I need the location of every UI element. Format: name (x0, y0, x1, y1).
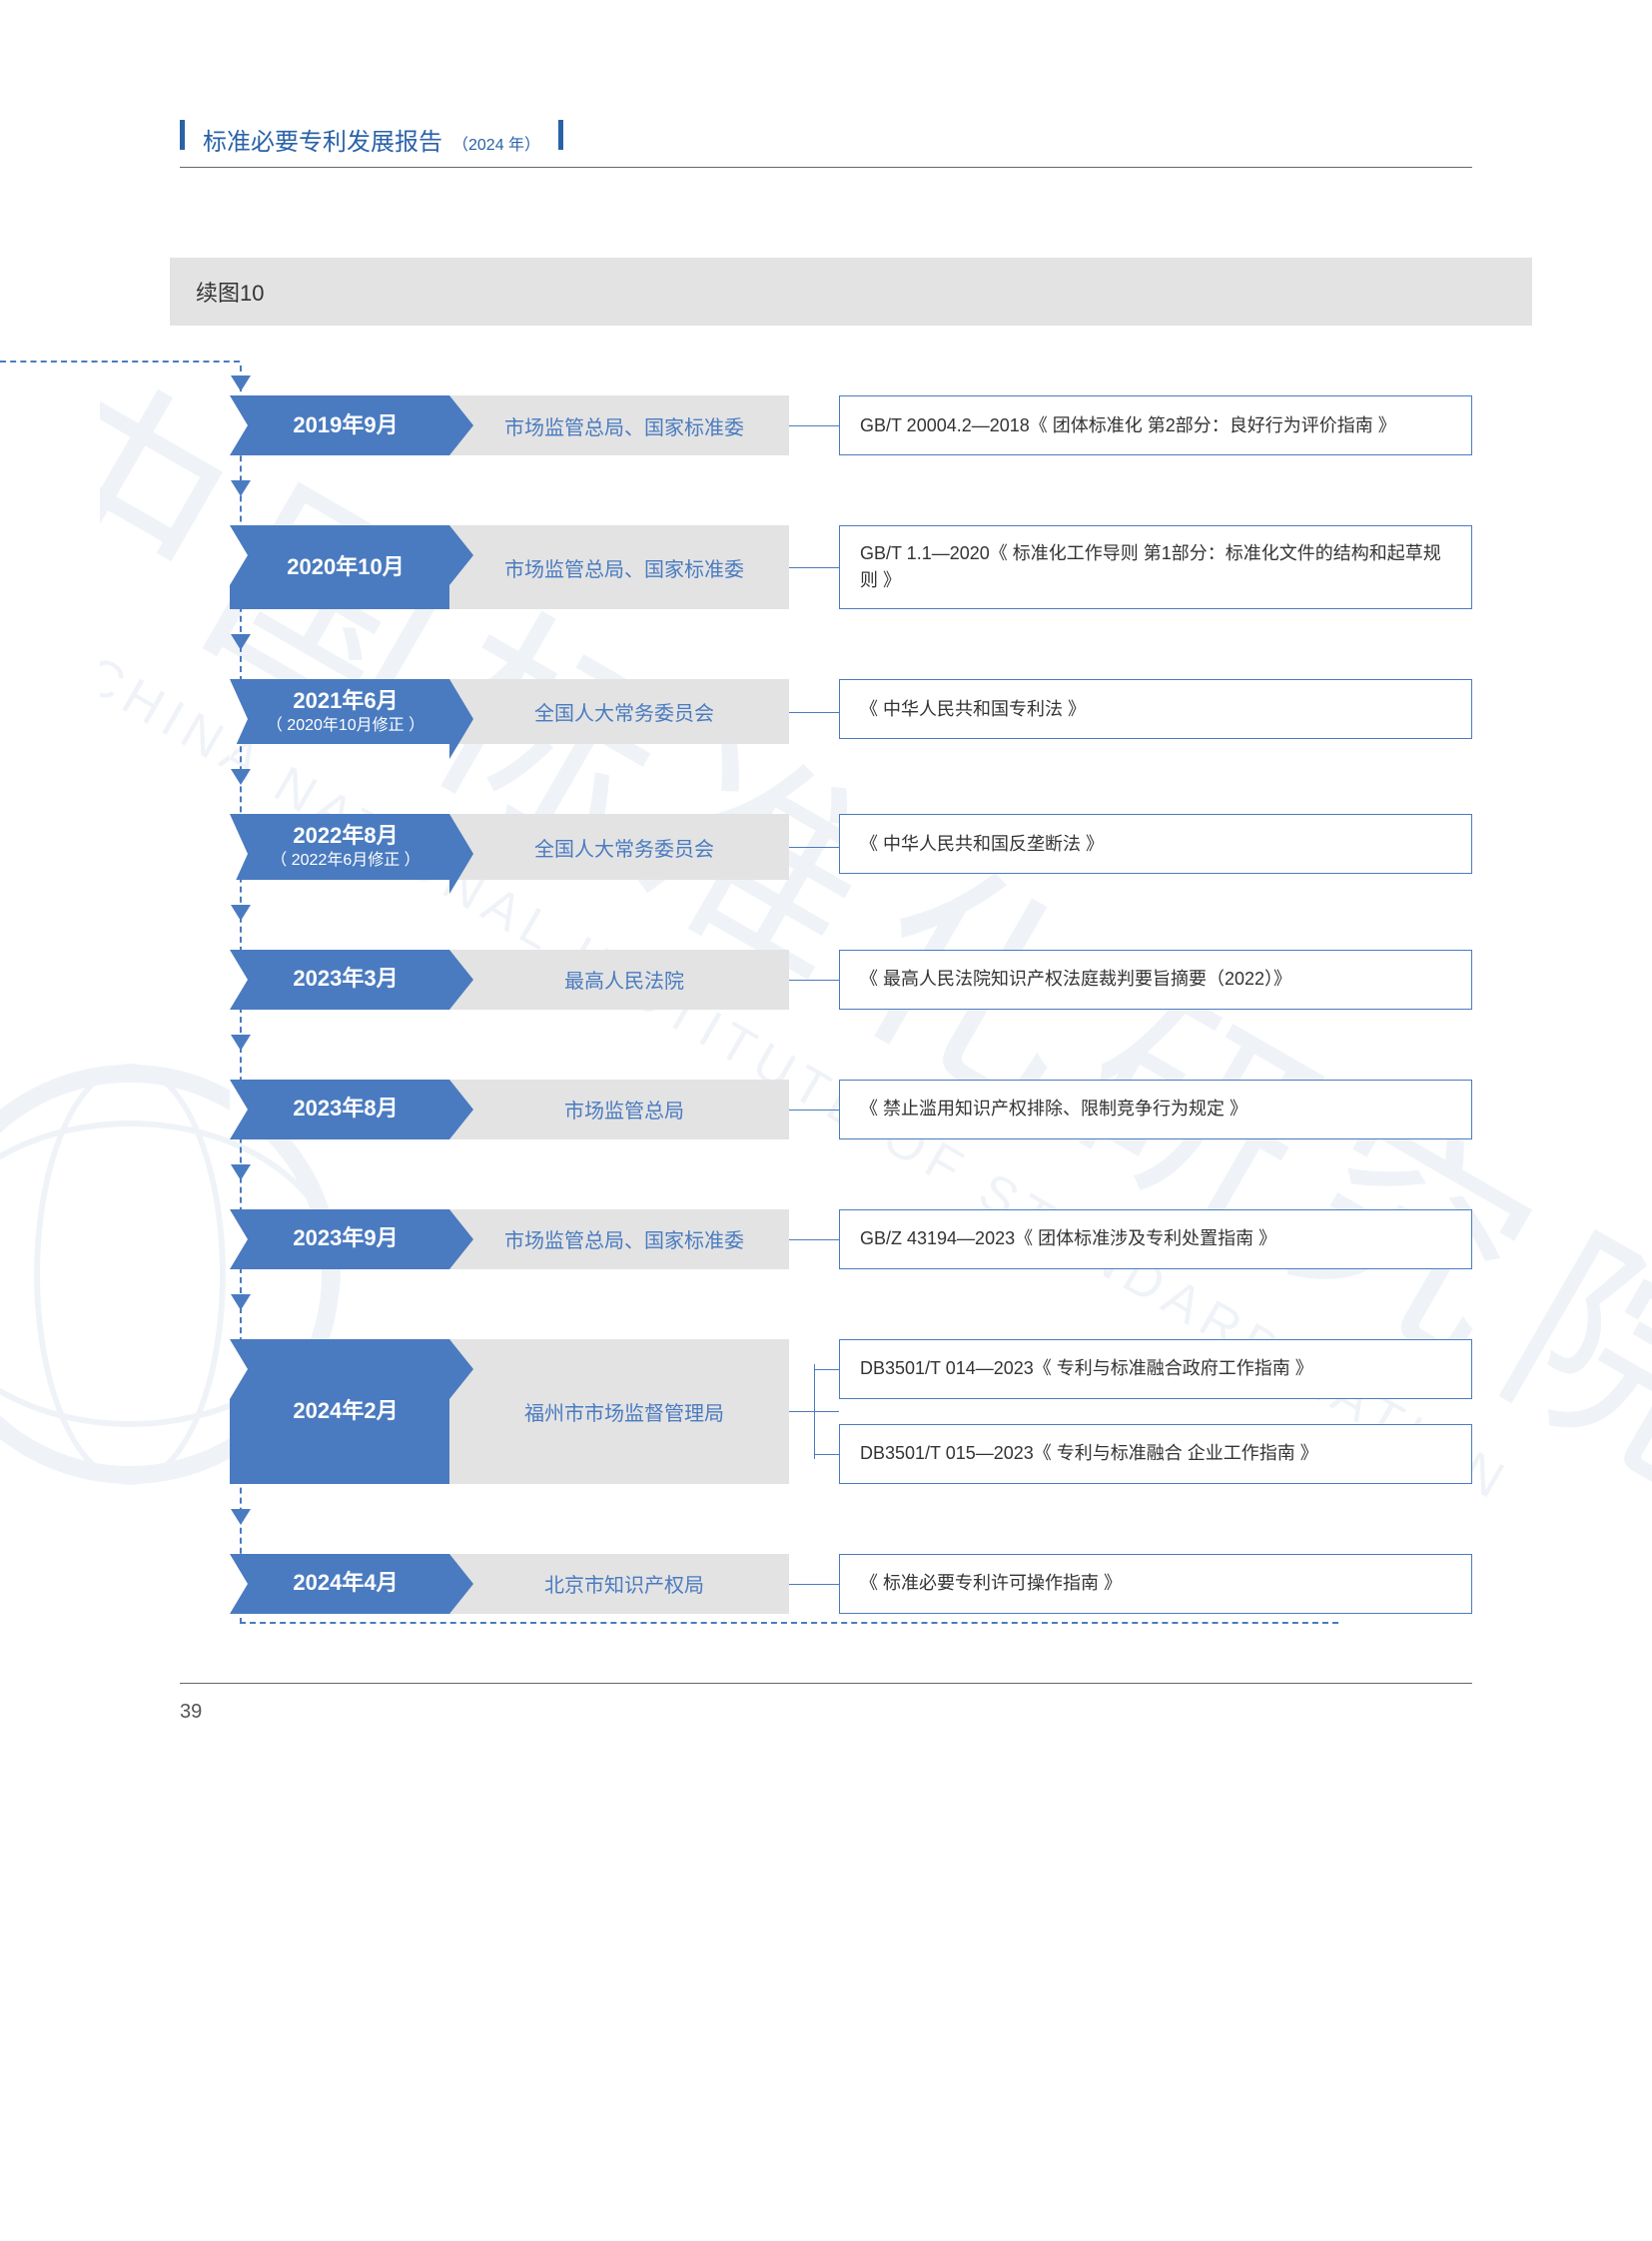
timeline-row: 2023年9月 市场监管总局、国家标准委 GB/Z 43194—2023《 团体标准… (230, 1209, 1472, 1269)
timeline-date: 2021年6月 (293, 687, 398, 716)
timeline-doc: 《 标准必要专利许可操作指南 》 (839, 1554, 1472, 1614)
timeline-row: 2023年3月 最高人民法院《 最高人民法院知识产权法庭裁判要旨摘要（2022）》 (230, 950, 1472, 1010)
timeline-arrow-down (231, 905, 251, 921)
timeline-doc: 《 中华人民共和国专利法 》 (839, 679, 1472, 739)
figure-label: 续图10 (170, 258, 1532, 326)
timeline-arrow-down (231, 1294, 251, 1310)
timeline-agency: 市场监管总局 (449, 1080, 789, 1139)
timeline-docs: GB/T 1.1—2020《 标准化工作导则 第1部分：标准化文件的结构和起草规… (839, 525, 1472, 609)
timeline-date-chip: 2023年3月 (230, 950, 449, 1010)
timeline-arrow-down (231, 769, 251, 785)
timeline-date: 2024年2月 (293, 1397, 398, 1426)
timeline-agency: 市场监管总局、国家标准委 (449, 1209, 789, 1269)
timeline-connector (789, 950, 839, 1010)
timeline-connector (789, 1080, 839, 1139)
timeline-arrow-down (231, 1164, 251, 1180)
timeline-docs: DB3501/T 014—2023《 专利与标准融合政府工作指南 》 DB3501… (839, 1339, 1472, 1484)
timeline-arrow-down (231, 480, 251, 496)
timeline-doc: GB/Z 43194—2023《 团体标准涉及专利处置指南 》 (839, 1209, 1472, 1269)
timeline-docs: 《 最高人民法院知识产权法庭裁判要旨摘要（2022）》 (839, 950, 1472, 1010)
timeline-arrow-down (231, 375, 251, 391)
timeline-connector (789, 395, 839, 455)
timeline-agency: 最高人民法院 (449, 950, 789, 1010)
header-year: （2024 年） (452, 131, 540, 155)
timeline-agency: 北京市知识产权局 (449, 1554, 789, 1614)
timeline-connector (789, 525, 839, 609)
footer-rule (180, 1683, 1472, 1684)
timeline-date: 2020年10月 (287, 553, 404, 582)
timeline-doc: GB/T 1.1—2020《 标准化工作导则 第1部分：标准化文件的结构和起草规… (839, 525, 1472, 609)
timeline-doc: 《 中华人民共和国反垄断法 》 (839, 814, 1472, 874)
header-bar-right (558, 120, 563, 150)
header-bar-left (180, 120, 185, 150)
timeline-date-chip: 2020年10月 (230, 525, 449, 609)
timeline-date-sub: （ 2020年10月修正 ） (267, 716, 424, 737)
timeline-agency: 全国人大常务委员会 (449, 679, 789, 744)
timeline-docs: 《 标准必要专利许可操作指南 》 (839, 1554, 1472, 1614)
timeline-row: 2019年9月 市场监管总局、国家标准委 GB/T 20004.2—2018《 团体… (230, 395, 1472, 455)
timeline-date-chip: 2019年9月 (230, 395, 449, 455)
timeline-doc: GB/T 20004.2—2018《 团体标准化 第2部分：良好行为评价指南 》 (839, 395, 1472, 455)
timeline-exit-dash (240, 1622, 1338, 1624)
timeline-row: 2024年2月 福州市市场监督管理局 DB3501/T 014—2023《 专利与标… (230, 1339, 1472, 1484)
timeline-date: 2019年9月 (293, 411, 398, 440)
timeline-date: 2023年9月 (293, 1224, 398, 1253)
timeline-agency: 市场监管总局、国家标准委 (449, 525, 789, 609)
timeline-arrow-down (231, 1035, 251, 1051)
timeline-date-chip: 2022年8月（ 2022年6月修正 ） (230, 814, 449, 879)
timeline-docs: 《 中华人民共和国反垄断法 》 (839, 814, 1472, 879)
timeline-date-chip: 2024年2月 (230, 1339, 449, 1484)
page-number: 39 (180, 1701, 202, 1724)
timeline-date-chip: 2024年4月 (230, 1554, 449, 1614)
header-title: 标准必要专利发展报告 (203, 122, 442, 157)
timeline-connector (789, 814, 839, 879)
timeline-connector (789, 1554, 839, 1614)
timeline-date-chip: 2021年6月（ 2020年10月修正 ） (230, 679, 449, 744)
timeline-row: 2021年6月（ 2020年10月修正 ）全国人大常务委员会《 中华人民共和国专… (230, 679, 1472, 744)
timeline-agency: 全国人大常务委员会 (449, 814, 789, 879)
timeline: 2019年9月市场监管总局、国家标准委GB/T 20004.2—2018《 团体… (180, 366, 1472, 1614)
timeline-doc: 《 最高人民法院知识产权法庭裁判要旨摘要（2022）》 (839, 950, 1472, 1010)
timeline-row: 2023年8月 市场监管总局《 禁止滥用知识产权排除、限制竞争行为规定 》 (230, 1080, 1472, 1139)
timeline-date: 2023年8月 (293, 1095, 398, 1123)
timeline-entry-dash (0, 361, 240, 363)
timeline-row: 2020年10月 市场监管总局、国家标准委 GB/T 1.1—2020《 标准化工作… (230, 525, 1472, 609)
timeline-arrow-down (231, 1509, 251, 1525)
timeline-agency: 福州市市场监督管理局 (449, 1339, 789, 1484)
timeline-docs: GB/Z 43194—2023《 团体标准涉及专利处置指南 》 (839, 1209, 1472, 1269)
timeline-row: 2022年8月（ 2022年6月修正 ）全国人大常务委员会《 中华人民共和国反垄… (230, 814, 1472, 879)
timeline-connector (789, 1209, 839, 1269)
page-header: 标准必要专利发展报告 （2024 年） (180, 120, 1472, 157)
timeline-doc: DB3501/T 014—2023《 专利与标准融合政府工作指南 》 (839, 1339, 1472, 1399)
timeline-date: 2024年4月 (293, 1569, 398, 1598)
timeline-docs: 《 中华人民共和国专利法 》 (839, 679, 1472, 744)
header-underline (180, 167, 1472, 168)
timeline-date-sub: （ 2022年6月修正 ） (271, 851, 419, 872)
timeline-connector (789, 679, 839, 744)
timeline-doc: DB3501/T 015—2023《 专利与标准融合 企业工作指南 》 (839, 1424, 1472, 1484)
timeline-row: 2024年4月 北京市知识产权局《 标准必要专利许可操作指南 》 (230, 1554, 1472, 1614)
timeline-date-chip: 2023年9月 (230, 1209, 449, 1269)
timeline-agency: 市场监管总局、国家标准委 (449, 395, 789, 455)
timeline-doc: 《 禁止滥用知识产权排除、限制竞争行为规定 》 (839, 1080, 1472, 1139)
timeline-docs: GB/T 20004.2—2018《 团体标准化 第2部分：良好行为评价指南 》 (839, 395, 1472, 455)
timeline-date-chip: 2023年8月 (230, 1080, 449, 1139)
timeline-date: 2022年8月 (293, 822, 398, 851)
timeline-docs: 《 禁止滥用知识产权排除、限制竞争行为规定 》 (839, 1080, 1472, 1139)
timeline-arrow-down (231, 634, 251, 650)
timeline-date: 2023年3月 (293, 965, 398, 994)
